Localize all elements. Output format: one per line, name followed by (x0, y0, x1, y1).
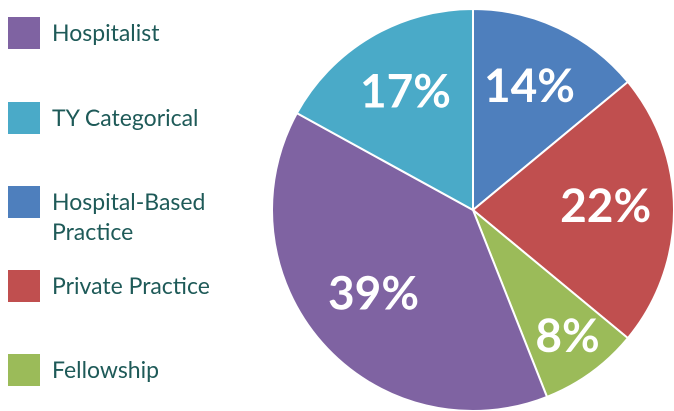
value-label: 8% (535, 307, 599, 362)
value-label: 22% (560, 177, 651, 232)
legend-label: Hospital-Based Practice (52, 187, 206, 245)
legend-swatch (8, 354, 40, 386)
legend-label: Private Practice (52, 271, 210, 299)
legend-swatch (8, 17, 40, 49)
legend-label: Fellowship (52, 355, 160, 383)
legend-label: Hospitalist (52, 18, 160, 46)
value-label: 14% (484, 57, 575, 112)
legend-item: Private Practice (8, 270, 242, 302)
pie-slice (472, 209, 630, 399)
legend-item: Fellowship (8, 354, 242, 386)
value-label: 39% (328, 265, 419, 320)
value-label: 17% (360, 63, 451, 118)
legend-swatch (8, 186, 40, 218)
legend-item: Hospital-Based Practice (8, 186, 242, 246)
legend-label: TY Categorical (52, 103, 199, 131)
pie-slice (295, 7, 474, 212)
legend-swatch (8, 102, 40, 134)
legend-item: Hospitalist (8, 17, 242, 49)
pie-slice (472, 7, 630, 213)
legend-item: TY Categorical (8, 102, 242, 134)
legend-swatch (8, 270, 40, 302)
